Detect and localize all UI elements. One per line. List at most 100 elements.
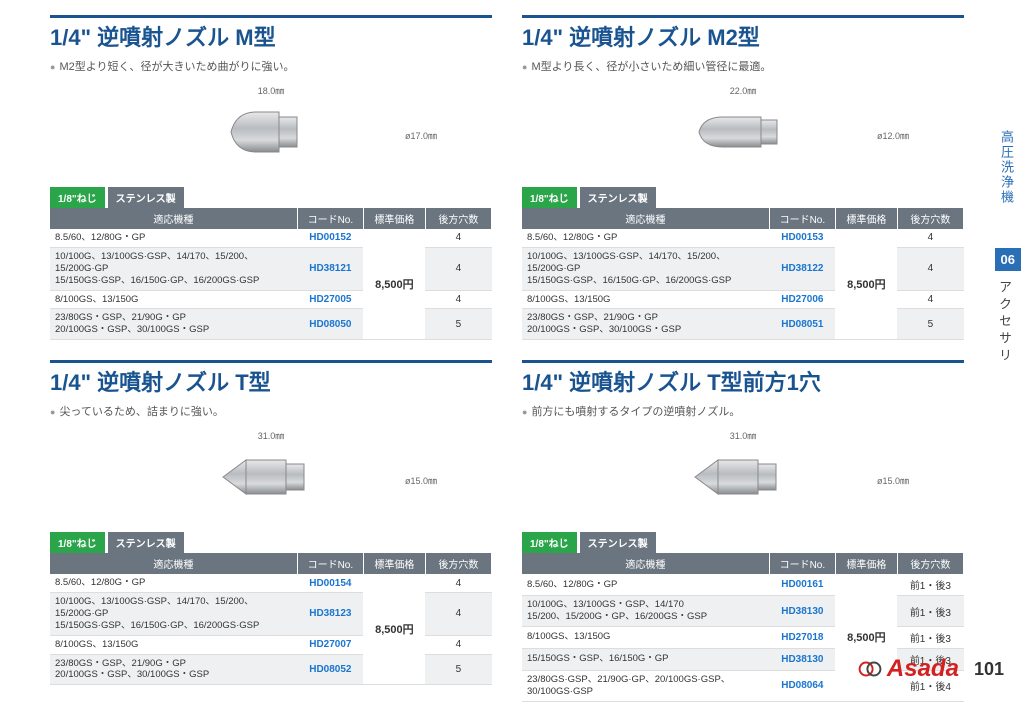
product-section: 1/4" 逆噴射ノズル M2型 M型より長く、径が小さいため細い管径に最適。 2…	[522, 15, 964, 340]
holes-cell: 前1・後3	[897, 574, 963, 596]
code-cell: HD00153	[769, 229, 835, 247]
table-header: 後方穴数	[425, 553, 491, 574]
holes-cell: 4	[425, 593, 491, 636]
badges: 1/8"ねじ ステンレス製	[522, 532, 964, 553]
side-category: 高圧洗浄機	[997, 130, 1016, 205]
badges: 1/8"ねじ ステンレス製	[50, 532, 492, 553]
side-number: 06	[995, 248, 1021, 271]
table-header: コードNo.	[769, 553, 835, 574]
model-cell: 8/100GS、13/150G	[522, 290, 769, 309]
section-title: 1/4" 逆噴射ノズル M型	[50, 15, 492, 52]
code-cell: HD27018	[769, 626, 835, 648]
width-dimension: 18.0㎜	[258, 84, 285, 97]
width-dimension: 31.0㎜	[730, 429, 757, 442]
model-cell: 23/80GS・GSP、21/90G・GP20/100GS・GSP、30/100…	[50, 654, 297, 685]
table-header: コードNo.	[769, 208, 835, 229]
holes-cell: 4	[425, 229, 491, 247]
thread-badge: 1/8"ねじ	[50, 187, 105, 208]
brand-name: Asada	[887, 655, 959, 683]
table-header: 標準価格	[363, 208, 425, 229]
width-dimension: 22.0㎜	[730, 84, 757, 97]
material-badge: ステンレス製	[580, 187, 656, 208]
table-header: コードNo.	[297, 553, 363, 574]
model-cell: 8/100GS、13/150G	[522, 626, 769, 648]
nozzle-diagram: 31.0㎜ ø15.0㎜	[522, 429, 964, 524]
table-row: 23/80GS・GSP、21/90G・GP20/100GS・GSP、30/100…	[50, 309, 492, 340]
price-cell: 8,500円	[835, 229, 897, 340]
model-cell: 8.5/60、12/80G・GP	[50, 229, 297, 247]
table-row: 10/100G、13/100GS・GSP、14/17015/200、15/200…	[522, 596, 964, 627]
badges: 1/8"ねじ ステンレス製	[522, 187, 964, 208]
section-subtitle: M2型より短く、径が大きいため曲がりに強い。	[50, 58, 492, 74]
thread-badge: 1/8"ねじ	[50, 532, 105, 553]
code-cell: HD27005	[297, 290, 363, 309]
height-dimension: ø15.0㎜	[877, 474, 909, 487]
section-title: 1/4" 逆噴射ノズル T型前方1穴	[522, 360, 964, 397]
table-header: 適応機種	[50, 208, 297, 229]
height-dimension: ø17.0㎜	[405, 129, 437, 142]
table-header: 適応機種	[50, 553, 297, 574]
section-title: 1/4" 逆噴射ノズル M2型	[522, 15, 964, 52]
table-header: 標準価格	[363, 553, 425, 574]
holes-cell: 4	[425, 574, 491, 592]
table-header: 標準価格	[835, 553, 897, 574]
nozzle-diagram: 18.0㎜ ø17.0㎜	[50, 84, 492, 179]
page-number: 101	[974, 659, 1004, 680]
code-cell: HD38123	[297, 593, 363, 636]
holes-cell: 5	[425, 654, 491, 685]
code-cell: HD27006	[769, 290, 835, 309]
table-row: 8.5/60、12/80G・GP HD00153 8,500円 4	[522, 229, 964, 247]
table-row: 8/100GS、13/150G HD27018 前1・後3	[522, 626, 964, 648]
code-cell: HD38130	[769, 648, 835, 670]
holes-cell: 4	[897, 247, 963, 290]
section-subtitle: 前方にも噴射するタイプの逆噴射ノズル。	[522, 403, 964, 419]
height-dimension: ø15.0㎜	[405, 474, 437, 487]
code-cell: HD00154	[297, 574, 363, 592]
table-header: 適応機種	[522, 208, 769, 229]
table-row: 8/100GS、13/150G HD27007 4	[50, 635, 492, 654]
model-cell: 23/80GS・GSP、21/90G・GP20/100GS・GSP、30/100…	[522, 309, 769, 340]
table-header: 後方穴数	[425, 208, 491, 229]
table-row: 8/100GS、13/150G HD27006 4	[522, 290, 964, 309]
brand-logo: Asada	[857, 655, 959, 683]
product-section: 1/4" 逆噴射ノズル M型 M2型より短く、径が大きいため曲がりに強い。 18…	[50, 15, 492, 340]
thread-badge: 1/8"ねじ	[522, 532, 577, 553]
model-cell: 15/150GS・GSP、16/150G・GP	[522, 648, 769, 670]
holes-cell: 4	[897, 290, 963, 309]
section-subtitle: M型より長く、径が小さいため細い管径に最適。	[522, 58, 964, 74]
section-title: 1/4" 逆噴射ノズル T型	[50, 360, 492, 397]
height-dimension: ø12.0㎜	[877, 129, 909, 142]
price-cell: 8,500円	[363, 229, 425, 340]
holes-cell: 前1・後3	[897, 596, 963, 627]
spec-table: 適応機種コードNo.標準価格後方穴数 8.5/60、12/80G・GP HD00…	[50, 208, 492, 340]
holes-cell: 4	[425, 290, 491, 309]
code-cell: HD08052	[297, 654, 363, 685]
table-row: 23/80GS・GSP、21/90G・GP20/100GS・GSP、30/100…	[522, 309, 964, 340]
holes-cell: 4	[897, 229, 963, 247]
table-row: 8/100GS、13/150G HD27005 4	[50, 290, 492, 309]
code-cell: HD27007	[297, 635, 363, 654]
code-cell: HD38121	[297, 247, 363, 290]
price-cell: 8,500円	[363, 574, 425, 685]
code-cell: HD00152	[297, 229, 363, 247]
product-section: 1/4" 逆噴射ノズル T型前方1穴 前方にも噴射するタイプの逆噴射ノズル。 3…	[522, 360, 964, 702]
model-cell: 10/100G、13/100GS·GSP、14/170、15/200、15/20…	[522, 247, 769, 290]
code-cell: HD38122	[769, 247, 835, 290]
model-cell: 8.5/60、12/80G・GP	[50, 574, 297, 592]
side-sub: アクセサリ	[995, 280, 1014, 365]
code-cell: HD08064	[769, 670, 835, 701]
table-header: 適応機種	[522, 553, 769, 574]
logo-rings-icon	[857, 659, 883, 679]
table-row: 10/100G、13/100GS·GSP、14/170、15/200、15/20…	[50, 593, 492, 636]
table-row: 8.5/60、12/80G・GP HD00152 8,500円 4	[50, 229, 492, 247]
table-row: 10/100G、13/100GS·GSP、14/170、15/200、15/20…	[50, 247, 492, 290]
thread-badge: 1/8"ねじ	[522, 187, 577, 208]
holes-cell: 4	[425, 247, 491, 290]
model-cell: 23/80GS·GSP、21/90G·GP、20/100GS·GSP、30/10…	[522, 670, 769, 701]
model-cell: 10/100G、13/100GS·GSP、14/170、15/200、15/20…	[50, 593, 297, 636]
holes-cell: 前1・後3	[897, 626, 963, 648]
holes-cell: 4	[425, 635, 491, 654]
model-cell: 8/100GS、13/150G	[50, 290, 297, 309]
spec-table: 適応機種コードNo.標準価格後方穴数 8.5/60、12/80G・GP HD00…	[50, 553, 492, 685]
nozzle-diagram: 22.0㎜ ø12.0㎜	[522, 84, 964, 179]
